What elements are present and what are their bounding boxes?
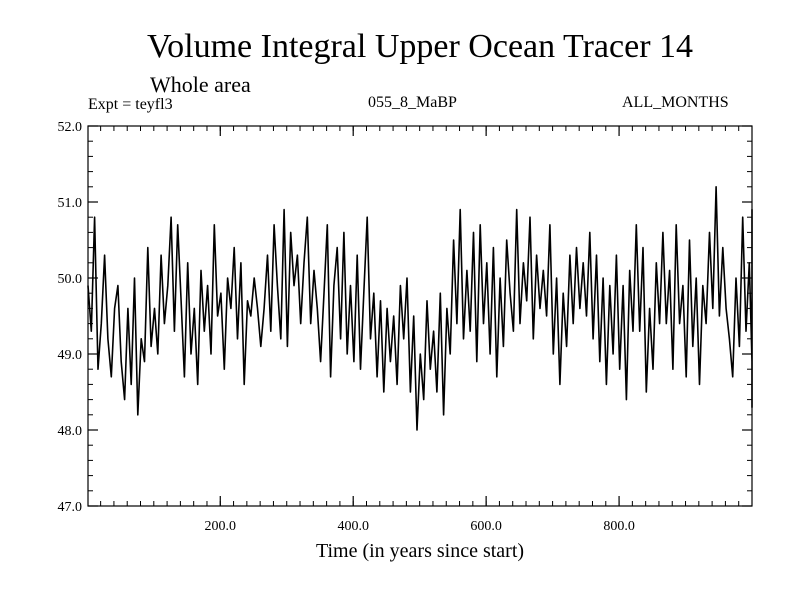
y-tick-label: 48.0 bbox=[58, 424, 83, 439]
x-axis-label: Time (in years since start) bbox=[315, 540, 525, 562]
series-line bbox=[87, 186, 753, 431]
x-tick-label: 400.0 bbox=[337, 519, 369, 534]
experiment-label: Expt = teyfl3 bbox=[88, 96, 173, 113]
y-tick-label: 52.0 bbox=[58, 120, 83, 135]
y-tick-label: 51.0 bbox=[58, 196, 83, 211]
y-tick-label: 49.0 bbox=[58, 348, 83, 363]
plot-frame bbox=[87, 125, 753, 507]
x-tick-label: 800.0 bbox=[603, 519, 635, 534]
y-tick-label: 50.0 bbox=[58, 272, 83, 287]
chart-subtitle: Whole area bbox=[150, 72, 251, 97]
chart-title: Volume Integral Upper Ocean Tracer 14 bbox=[146, 28, 694, 65]
run-id-label: 055_8_MaBP bbox=[368, 94, 457, 111]
y-tick-label: 47.0 bbox=[58, 500, 83, 515]
axis-ticks bbox=[88, 125, 752, 507]
x-tick-label: 200.0 bbox=[205, 519, 237, 534]
months-label: ALL_MONTHS bbox=[622, 94, 729, 111]
x-tick-label: 600.0 bbox=[470, 519, 502, 534]
tick-labels: 200.0 400.0 600.0 800.0 47.0 48.0 49.0 50.0 51.0… bbox=[58, 120, 635, 534]
